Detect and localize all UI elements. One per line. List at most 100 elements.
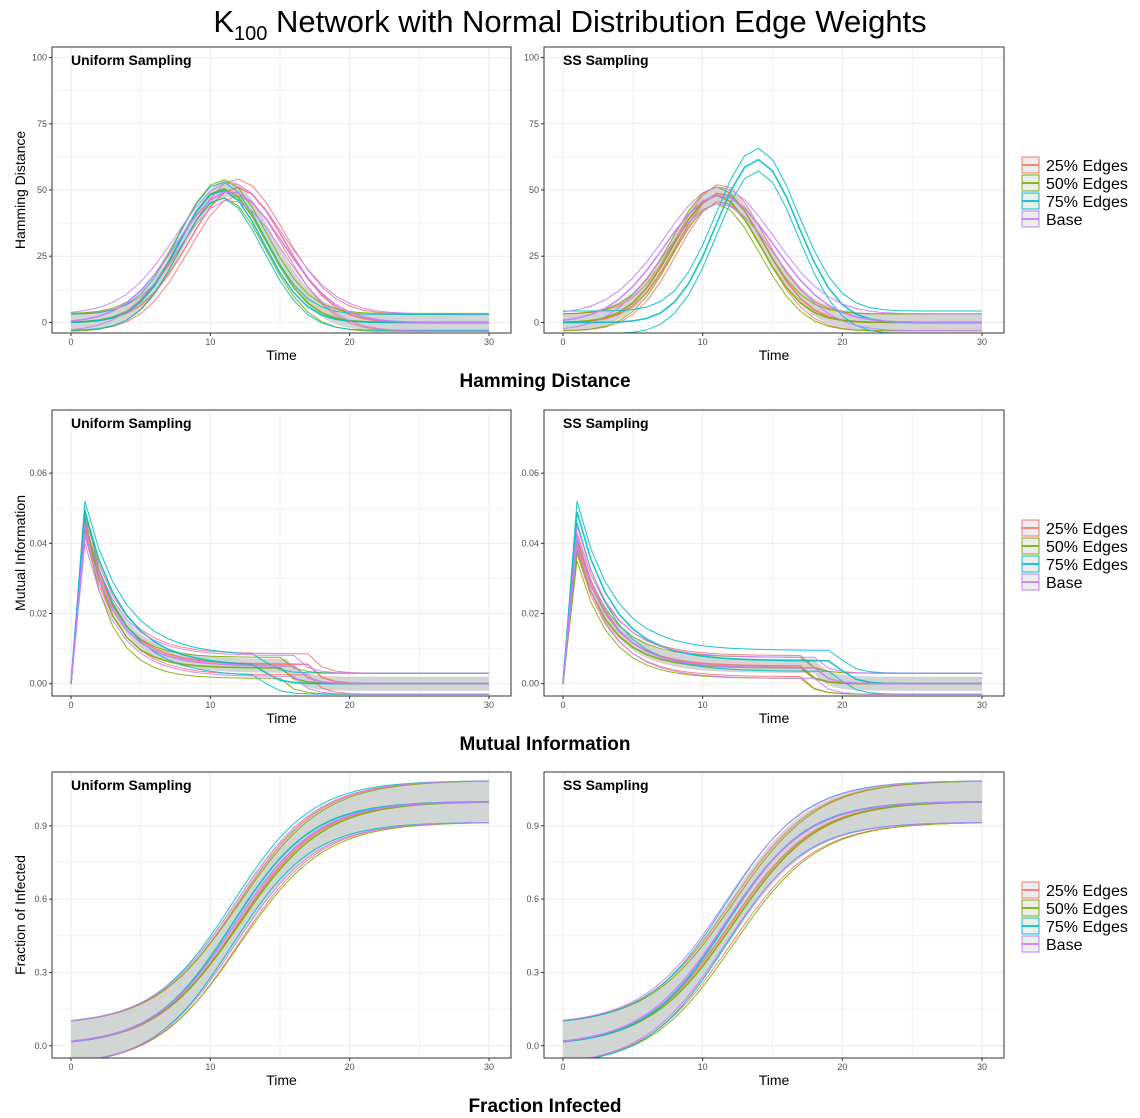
panel-border [51, 409, 512, 697]
series-line-base [562, 203, 982, 332]
panel-2-2: 0 10 20 30 0.00 0.02 0.04 0.06 SS Sampling Time [521, 409, 1005, 726]
y-axis-title: Hamming Distance [12, 131, 28, 249]
series-line-50-edges [590, 822, 983, 1058]
x-tick-label: 10 [205, 337, 215, 347]
legend-label: 50% Edges [1046, 176, 1128, 193]
x-tick-label: 0 [560, 337, 565, 347]
x-tick-label: 20 [837, 1062, 847, 1072]
y-tick-label: 0.00 [29, 679, 47, 689]
x-tick-label: 10 [205, 1062, 215, 1072]
series-line-50-edges [562, 780, 983, 1022]
y-axis-title: Fraction of Infected [12, 855, 28, 975]
y-tick-label: 0.6 [34, 894, 47, 904]
series-line-base [562, 536, 982, 685]
series-line-base [562, 780, 983, 1021]
confidence-band [71, 180, 489, 331]
figure-title: K100 Network with Normal Distribution Ed… [213, 4, 926, 45]
row-title: Hamming Distance [459, 371, 630, 392]
y-tick-label: 0.9 [34, 821, 47, 831]
panel-title: SS Sampling [563, 52, 649, 68]
series-line-base [562, 546, 982, 695]
x-tick-label: 20 [345, 700, 355, 710]
series-line-75-edges [611, 170, 903, 333]
x-axis-title: Time [266, 710, 297, 726]
x-tick-label: 0 [560, 700, 565, 710]
y-tick-label: 0.04 [521, 538, 539, 548]
x-tick-label: 20 [837, 337, 847, 347]
panel-border [543, 409, 1005, 697]
y-tick-label: 100 [32, 53, 47, 63]
y-tick-label: 75 [529, 119, 539, 129]
x-tick-label: 10 [698, 1062, 708, 1072]
panel-border [543, 771, 1005, 1059]
panel-1-2: 0 10 20 30 0 25 50 75 100 SS Sampling Time [524, 46, 1005, 363]
series-line-base [70, 532, 489, 685]
y-tick-label: 0.9 [526, 821, 539, 831]
x-tick-label: 10 [698, 700, 708, 710]
series-line-50-edges [96, 822, 490, 1058]
x-tick-label: 20 [837, 700, 847, 710]
panel-title: SS Sampling [563, 415, 649, 431]
y-tick-label: 0 [42, 317, 47, 327]
legend-label: Base [1046, 212, 1083, 229]
series-line-base [562, 186, 982, 315]
x-tick-label: 30 [977, 700, 987, 710]
x-axis-title: Time [759, 347, 790, 363]
series-line-base [586, 822, 983, 1058]
x-tick-label: 10 [205, 700, 215, 710]
panel-title: SS Sampling [563, 777, 649, 793]
x-tick-label: 30 [484, 337, 494, 347]
legend-label: 25% Edges [1046, 158, 1128, 175]
panel-border [51, 771, 512, 1059]
x-axis-title: Time [759, 1072, 790, 1088]
series-line-base [70, 543, 489, 695]
y-tick-label: 0.3 [526, 967, 539, 977]
y-tick-label: 0.0 [526, 1041, 539, 1051]
series-line-75-edges [563, 147, 982, 312]
series-line-base [70, 801, 490, 1043]
x-tick-label: 20 [345, 337, 355, 347]
row-title: Mutual Information [460, 734, 631, 755]
y-tick-label: 100 [524, 53, 539, 63]
y-tick-label: 0.0 [34, 1041, 47, 1051]
x-axis-title: Time [266, 1072, 297, 1088]
legend-label: Base [1046, 575, 1083, 592]
legend-label: 75% Edges [1046, 194, 1128, 211]
legend-label: 25% Edges [1046, 883, 1128, 900]
x-tick-label: 30 [484, 700, 494, 710]
x-tick-label: 0 [68, 1062, 73, 1072]
legend-label: 50% Edges [1046, 901, 1128, 918]
panel-3-2: 0 10 20 30 0.0 0.3 0.6 0.9 SS Sampling Time [526, 771, 1005, 1088]
legend-label: 75% Edges [1046, 557, 1128, 574]
plot-marks [70, 178, 489, 332]
x-tick-label: 10 [698, 337, 708, 347]
series-line-75-edges [70, 181, 489, 315]
series-line-base [70, 200, 489, 332]
legend-label: 50% Edges [1046, 539, 1128, 556]
plot-marks [562, 780, 983, 1058]
x-tick-label: 20 [345, 1062, 355, 1072]
plot-marks [70, 780, 490, 1058]
y-tick-label: 0.6 [526, 894, 539, 904]
series-line-base [562, 194, 982, 324]
y-tick-label: 0 [534, 317, 539, 327]
confidence-band [563, 536, 982, 691]
legend-label: Base [1046, 937, 1083, 954]
panel-title: Uniform Sampling [71, 52, 192, 68]
confidence-band [563, 781, 982, 1058]
y-tick-label: 0.06 [521, 468, 539, 478]
plot-marks [562, 147, 982, 333]
series-line-50-edges [70, 780, 490, 1022]
series-line-base [70, 522, 489, 684]
x-axis-title: Time [266, 347, 297, 363]
panel-2-1: 0 10 20 30 0.00 0.02 0.04 0.06 Uniform Sampling T… [29, 409, 512, 726]
plot-marks [562, 501, 982, 695]
x-tick-label: 30 [977, 337, 987, 347]
y-tick-label: 25 [37, 251, 47, 261]
y-tick-label: 0.06 [29, 468, 47, 478]
